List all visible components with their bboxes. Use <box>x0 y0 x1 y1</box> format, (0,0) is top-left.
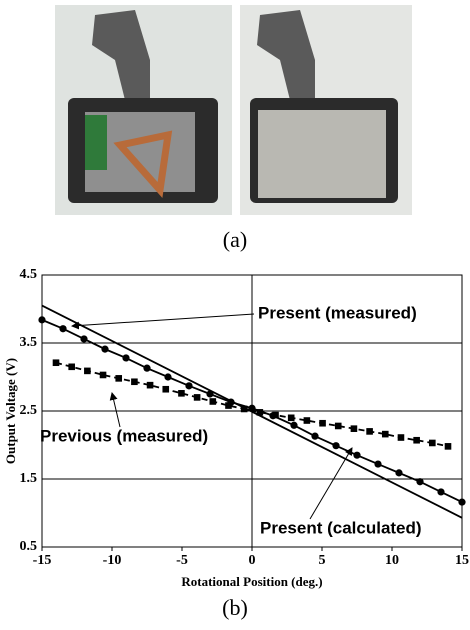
point <box>311 433 318 440</box>
point <box>164 373 171 380</box>
point <box>319 420 326 427</box>
point <box>290 422 297 429</box>
point <box>398 434 405 441</box>
point <box>122 354 129 361</box>
annotation: Present (measured) <box>258 303 417 322</box>
caption: (a) <box>223 227 247 252</box>
point <box>351 425 358 432</box>
x-tick-label: 5 <box>319 553 326 568</box>
point <box>115 375 122 382</box>
x-tick-label: -10 <box>103 553 122 568</box>
point <box>100 372 107 379</box>
point <box>185 382 192 389</box>
point <box>304 417 311 424</box>
point <box>101 346 108 353</box>
point <box>395 469 402 476</box>
point <box>210 398 217 405</box>
x-tick-label: -5 <box>176 553 188 568</box>
point <box>353 452 360 459</box>
point <box>147 382 154 389</box>
photo-left <box>55 5 232 215</box>
point <box>178 390 185 397</box>
photo-right <box>240 5 412 215</box>
point <box>332 442 339 449</box>
y-tick-label: 4.5 <box>20 267 38 282</box>
x-axis-title: Rotational Position (deg.) <box>181 574 322 589</box>
x-tick-label: 0 <box>249 553 256 568</box>
point <box>143 365 150 372</box>
y-tick-label: 0.5 <box>20 539 38 554</box>
y-axis-title: Output Voltage (V) <box>3 358 18 464</box>
point <box>225 402 232 409</box>
point <box>194 394 201 401</box>
point <box>80 335 87 342</box>
point <box>429 440 436 447</box>
point <box>374 460 381 467</box>
y-tick-label: 3.5 <box>20 335 38 350</box>
point <box>131 378 138 385</box>
annotation-arrow <box>112 393 120 427</box>
point <box>272 412 279 419</box>
point <box>416 478 423 485</box>
point <box>288 415 295 422</box>
x-tick-label: 10 <box>385 553 399 568</box>
point <box>413 437 420 444</box>
annotation: Present (calculated) <box>260 518 422 537</box>
figure: (a) (b) Rotational Position (deg.) Outpu… <box>0 0 470 630</box>
caption: (b) <box>222 595 248 620</box>
y-tick-label: 1.5 <box>20 471 38 486</box>
y-tick-label: 2.5 <box>20 403 38 418</box>
point <box>382 431 389 438</box>
point <box>59 325 66 332</box>
point <box>458 499 465 506</box>
point <box>366 428 373 435</box>
point <box>84 368 91 375</box>
point <box>162 386 169 393</box>
annotation-arrow <box>72 314 254 326</box>
annotation-arrow <box>310 448 352 519</box>
point <box>445 443 452 450</box>
point <box>335 423 342 430</box>
annotation: Previous (measured) <box>40 426 208 445</box>
point <box>38 316 45 323</box>
point <box>53 359 60 366</box>
x-tick-label: 15 <box>455 553 469 568</box>
point <box>437 488 444 495</box>
x-tick-label: -15 <box>33 553 52 568</box>
point <box>68 364 75 371</box>
